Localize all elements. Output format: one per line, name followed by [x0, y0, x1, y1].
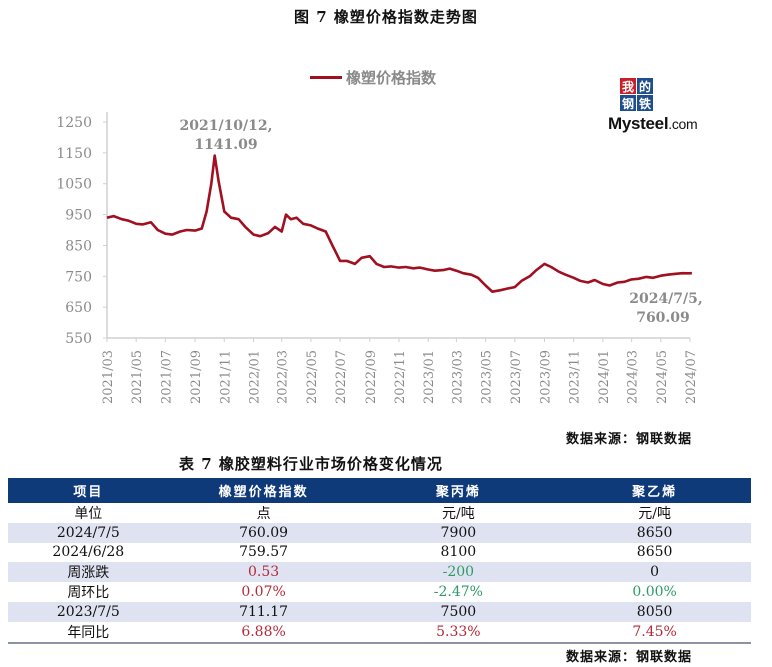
svg-text:1250: 1250 [56, 115, 92, 131]
chart-data-source: 数据来源：钢联数据 [565, 432, 692, 447]
cell: 8100 [440, 544, 477, 561]
table-row: 2023/7/5 711.17 7500 8050 [8, 602, 751, 622]
header-pe: 聚乙烯 [558, 478, 751, 503]
svg-text:2023/11: 2023/11 [568, 350, 583, 404]
cell: 760.09 [168, 523, 359, 543]
index-series-line [106, 154, 692, 293]
cell: 6.88% [168, 621, 359, 644]
cell: 2023/7/5 [8, 602, 169, 622]
cell: 年同比 [8, 621, 169, 644]
header-item: 项目 [8, 478, 169, 503]
logo-grid: 我 的 钢 铁 [620, 78, 653, 111]
mysteel-logo: 我 的 钢 铁 Mysteel.com [608, 78, 698, 138]
price-change-table: 项目 橡塑价格指数 聚丙烯 聚乙烯 单位 点 元/吨 元/吨 2024/7/5 … [8, 478, 751, 644]
legend-line-swatch [310, 76, 342, 79]
svg-text:2022/01: 2022/01 [247, 350, 262, 404]
svg-text:1150: 1150 [56, 146, 92, 162]
svg-text:2021/11: 2021/11 [218, 350, 233, 404]
logo-text-big: Mysteel [608, 114, 669, 133]
cell: 元/吨 [638, 506, 671, 522]
svg-text:2023/05: 2023/05 [480, 350, 495, 404]
legend-label: 橡塑价格指数 [346, 69, 437, 87]
svg-text:2024/07: 2024/07 [684, 350, 699, 404]
logo-cell: 铁 [637, 95, 653, 111]
cell: 0.00% [632, 584, 677, 601]
cell: 0 [558, 562, 751, 583]
table-row: 2024/6/28 759.57 8100 8650 [8, 543, 751, 563]
svg-text:2024/05: 2024/05 [655, 350, 670, 404]
cell: 周涨跌 [8, 562, 169, 583]
cell: 单位 [74, 506, 103, 522]
svg-text:650: 650 [65, 300, 92, 316]
logo-cell: 钢 [620, 95, 636, 111]
cell: 点 [256, 506, 271, 522]
svg-text:2023/09: 2023/09 [538, 350, 553, 404]
cell: 元/吨 [442, 506, 475, 522]
svg-text:550: 550 [65, 331, 92, 347]
svg-text:2022/09: 2022/09 [364, 350, 379, 404]
svg-text:1050: 1050 [56, 177, 92, 193]
header-index: 橡塑价格指数 [168, 478, 359, 503]
logo-wordmark: Mysteel.com [608, 114, 698, 134]
logo-cell: 我 [620, 78, 636, 94]
svg-text:2022/03: 2022/03 [276, 350, 291, 404]
svg-text:2024/03: 2024/03 [626, 350, 641, 404]
cell: 7500 [358, 602, 559, 622]
last-annotation-line1: 2024/7/5, [629, 291, 703, 307]
cell: 0.07% [241, 584, 286, 601]
chart-legend: 橡塑价格指数 [310, 67, 436, 88]
peak-annotation-line2: 1141.09 [194, 137, 257, 153]
table-row: 周环比 0.07% -2.47% 0.00% [8, 582, 751, 602]
figure-title: 图 7 橡塑价格指数走势图 [294, 8, 478, 26]
svg-text:2022/11: 2022/11 [393, 350, 408, 404]
peak-annotation-line1: 2021/10/12, [179, 118, 272, 134]
header-pp: 聚丙烯 [358, 478, 559, 503]
cell: 8050 [558, 602, 751, 622]
cell: 8650 [558, 523, 751, 543]
svg-text:2023/07: 2023/07 [509, 350, 524, 404]
svg-text:2022/05: 2022/05 [305, 350, 320, 404]
table-header-row: 项目 橡塑价格指数 聚丙烯 聚乙烯 [8, 478, 751, 503]
table-row: 单位 点 元/吨 元/吨 [8, 503, 751, 523]
table-title: 表 7 橡胶塑料行业市场价格变化情况 [179, 455, 443, 473]
svg-text:2021/09: 2021/09 [189, 350, 204, 404]
svg-text:750: 750 [65, 269, 92, 285]
svg-text:2021/03: 2021/03 [101, 350, 116, 404]
last-annotation-line2: 760.09 [636, 310, 690, 326]
cell: 8650 [636, 544, 673, 561]
svg-text:2022/07: 2022/07 [334, 350, 349, 404]
table-data-source: 数据来源：钢联数据 [565, 650, 692, 665]
cell: -200 [358, 562, 559, 583]
cell: -2.47% [433, 584, 483, 601]
cell: 759.57 [239, 544, 289, 561]
logo-text-small: .com [668, 116, 698, 132]
svg-text:850: 850 [65, 238, 92, 254]
svg-text:950: 950 [65, 208, 92, 224]
svg-text:2023/01: 2023/01 [422, 350, 437, 404]
cell: 周环比 [67, 585, 110, 602]
cell: 2024/7/5 [8, 523, 169, 543]
table-row: 周涨跌 0.53 -200 0 [8, 562, 751, 583]
cell: 7.45% [558, 621, 751, 644]
svg-text:2023/03: 2023/03 [450, 350, 465, 404]
y-axis: 1250 1150 1050 950 850 750 650 550 [56, 112, 108, 347]
svg-text:2024/01: 2024/01 [597, 350, 612, 404]
x-axis: 2021/03 2021/05 2021/07 2021/09 2021/11 2022/… [101, 337, 699, 404]
table-row: 2024/7/5 760.09 7900 8650 [8, 523, 751, 543]
cell: 7900 [358, 523, 559, 543]
table-row: 年同比 6.88% 5.33% 7.45% [8, 621, 751, 644]
cell: 2024/6/28 [52, 544, 125, 561]
svg-text:2021/05: 2021/05 [130, 350, 145, 404]
svg-text:2021/07: 2021/07 [159, 350, 174, 404]
cell: 5.33% [358, 621, 559, 644]
cell: 0.53 [168, 562, 359, 583]
cell: 711.17 [168, 602, 359, 622]
logo-cell: 的 [637, 78, 653, 94]
